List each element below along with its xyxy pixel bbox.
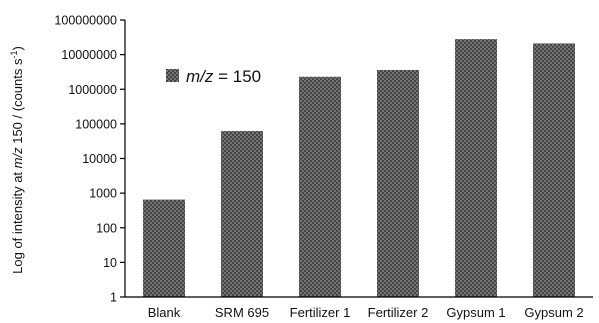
x-category-label: Fertilizer 2 <box>368 305 429 320</box>
x-category-label: Gypsum 2 <box>524 305 583 320</box>
bars <box>143 39 575 298</box>
legend-swatch <box>166 69 179 82</box>
y-tick-label: 10000000 <box>61 48 117 62</box>
y-axis-label: Log of intensity at m/z 150 / (counts s-… <box>9 46 25 274</box>
bar-fertilizer-2 <box>377 69 419 297</box>
y-tick-label: 1 <box>110 291 117 305</box>
bar-gypsum-2 <box>533 43 575 298</box>
x-category-label: Fertilizer 1 <box>290 305 351 320</box>
bar-fertilizer-1 <box>299 76 341 297</box>
x-category-label: Gypsum 1 <box>446 305 505 320</box>
y-tick-label: 10000 <box>82 152 117 166</box>
y-tick-label: 100 <box>96 221 117 235</box>
bar-blank <box>143 199 185 297</box>
y-tick-label: 100000 <box>75 117 117 131</box>
y-tick-label: 100000000 <box>54 14 117 28</box>
y-tick-label: 10 <box>103 256 117 270</box>
x-axis-labels: Blank SRM 695 Fertilizer 1 Fertilizer 2 Gyps… <box>148 305 584 320</box>
x-category-label: Blank <box>148 305 181 320</box>
bar-gypsum-1 <box>455 39 497 298</box>
bar-srm-695 <box>221 131 263 297</box>
y-axis-ticks: 1 10 100 1000 10000 100000 1000000 10000000 1000… <box>54 14 125 305</box>
legend: m/z = 150 <box>166 67 261 86</box>
y-tick-label: 1000 <box>89 187 117 201</box>
x-category-label: SRM 695 <box>215 305 269 320</box>
y-tick-label: 1000000 <box>68 83 117 97</box>
legend-label: m/z = 150 <box>186 67 261 86</box>
